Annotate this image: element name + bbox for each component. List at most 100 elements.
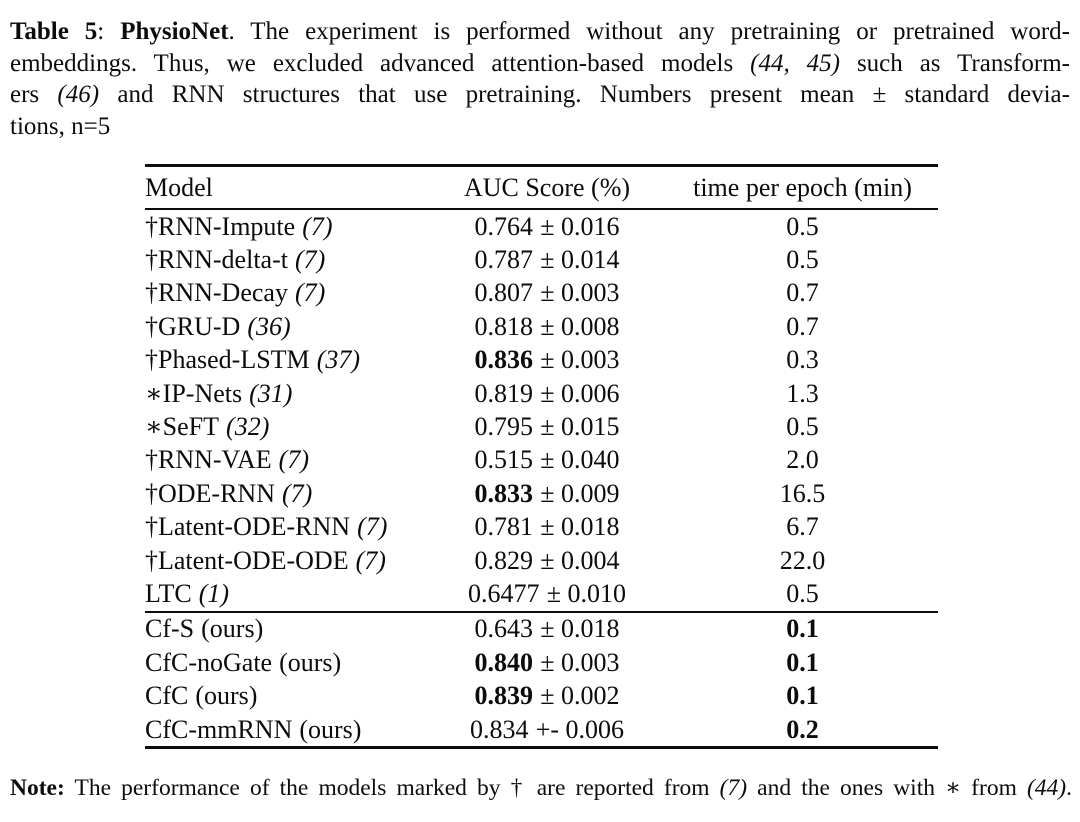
auc-mean: 0.818 [474, 311, 533, 341]
citation-text: (7) [719, 775, 748, 801]
model-name: †Latent-ODE-ODE [145, 545, 349, 575]
auc-std: ± 0.008 [540, 311, 620, 341]
table-row: CfC (ours) 0.839 ± 0.002 0.1 [145, 679, 938, 712]
model-cell: LTC (1) [145, 577, 427, 611]
model-name: LTC [145, 578, 192, 608]
auc-std: ± 0.018 [540, 512, 620, 542]
model-cell: †RNN-Impute (7) [145, 209, 427, 243]
citation-text: (46) [57, 81, 100, 108]
auc-mean: 0.807 [474, 278, 533, 308]
caption-line: ers (46) and RNN structures that use pre… [10, 79, 1070, 111]
model-citation: (7) [294, 278, 326, 308]
model-citation: (ours) [195, 681, 258, 711]
auc-std: ± 0.015 [540, 412, 620, 442]
table-caption: Table 5: PhysioNet. The experiment is pe… [10, 16, 1070, 142]
model-citation: (7) [294, 245, 326, 275]
model-name: †GRU-D [145, 311, 241, 341]
time-cell: 22.0 [779, 545, 826, 575]
model-cell: †Latent-ODE-RNN (7) [145, 511, 427, 544]
model-name: ∗IP-Nets [145, 378, 243, 408]
time-cell: 0.5 [786, 245, 819, 275]
model-name: †RNN-delta-t [145, 245, 288, 275]
auc-std: ± 0.010 [546, 578, 627, 608]
table-row: Cf-S (ours) 0.643 ± 0.018 0.1 [145, 610, 938, 647]
caption-line: tions, n=5 [10, 111, 1070, 143]
auc-cell: 0.764 ± 0.016 [427, 209, 667, 243]
text-segment: such as Transform- [840, 49, 1070, 77]
model-name: †RNN-Decay [145, 278, 288, 308]
model-name: †RNN-VAE [145, 445, 272, 475]
auc-mean: 0.829 [474, 545, 533, 575]
model-cell: CfC-noGate (ours) [145, 646, 427, 679]
auc-mean: 0.781 [474, 512, 533, 542]
model-name: CfC-mmRNN [145, 714, 293, 744]
caption-line: Table 5: PhysioNet. The experiment is pe… [10, 16, 1070, 48]
model-citation: (ours) [201, 614, 264, 644]
auc-mean: 0.833 [474, 478, 533, 508]
model-cell: ∗SeFT (32) [145, 410, 427, 443]
time-cell: 0.5 [786, 412, 819, 442]
bold-text: Note: [10, 775, 65, 801]
table-row: †RNN-VAE (7) 0.515 ± 0.040 2.0 [145, 444, 938, 477]
citation-text: (44, 45) [750, 49, 840, 77]
model-cell: †ODE-RNN (7) [145, 477, 427, 510]
time-cell: 2.0 [786, 445, 819, 475]
auc-std: ± 0.003 [540, 278, 620, 308]
auc-std: ± 0.009 [540, 478, 620, 508]
table-row: †ODE-RNN (7) 0.833 ± 0.009 16.5 [145, 477, 938, 510]
table-row: †RNN-delta-t (7) 0.787 ± 0.014 0.5 [145, 243, 938, 276]
auc-cell: 0.795 ± 0.015 [427, 410, 667, 443]
table-note: Note: The performance of the models mark… [10, 773, 1072, 804]
model-name: CfC [145, 681, 189, 711]
auc-std: ± 0.040 [540, 445, 620, 475]
model-citation: (37) [316, 345, 361, 375]
bold-text: Table 5 [10, 18, 98, 45]
time-cell: 0.1 [786, 681, 819, 711]
auc-mean: 0.515 [474, 445, 533, 475]
model-citation: (7) [302, 211, 333, 241]
model-cell: CfC-mmRNN (ours) [145, 713, 427, 748]
auc-mean: 0.834 [469, 714, 529, 744]
auc-cell: 0.840 ± 0.003 [427, 646, 667, 679]
auc-cell: 0.515 ± 0.040 [427, 444, 667, 477]
auc-std: ± 0.014 [540, 245, 620, 275]
time-cell: 1.3 [786, 378, 819, 408]
model-citation: (36) [247, 311, 291, 341]
bold-text: PhysioNet [120, 18, 229, 45]
time-cell: 16.5 [779, 478, 826, 508]
text-segment: tions, n=5 [10, 112, 111, 140]
auc-mean: 0.787 [474, 245, 533, 275]
model-citation: (ours) [279, 647, 342, 677]
column-header-model: Model [145, 165, 427, 210]
text-segment: embeddings. Thus, we excluded advanced a… [10, 49, 751, 77]
column-header-auc-score: AUC Score (%) [427, 165, 667, 210]
text-segment: : [97, 18, 121, 45]
auc-mean: 0.795 [474, 412, 533, 442]
model-name: †Phased-LSTM [145, 345, 310, 375]
model-citation: (7) [355, 545, 386, 575]
time-cell: 0.1 [667, 610, 938, 647]
auc-cell: 0.807 ± 0.003 [427, 277, 667, 310]
auc-cell: 0.833 ± 0.009 [427, 477, 667, 510]
auc-cell: 0.829 ± 0.004 [427, 544, 667, 577]
text-segment: and RNN structures that use pretraining.… [99, 81, 1070, 108]
auc-cell: 0.839 ± 0.002 [427, 679, 667, 712]
auc-std: ± 0.018 [540, 614, 620, 644]
text-segment: ers [10, 81, 58, 108]
model-citation: (7) [357, 512, 388, 542]
auc-std: ± 0.003 [540, 345, 620, 375]
table-row: CfC-mmRNN (ours) 0.834 +- 0.006 0.2 [145, 713, 938, 748]
auc-cell: 0.643 ± 0.018 [427, 610, 667, 647]
model-name: ∗SeFT [145, 412, 220, 442]
auc-cell: 0.836 ± 0.003 [427, 344, 667, 377]
table-row: †Latent-ODE-ODE (7) 0.829 ± 0.004 22.0 [145, 544, 938, 577]
table-row: †RNN-Decay (7) 0.807 ± 0.003 0.7 [145, 277, 938, 310]
auc-mean: 0.836 [474, 345, 533, 375]
time-cell: 0.5 [786, 578, 819, 608]
auc-mean: 0.819 [474, 378, 533, 408]
model-cell: CfC (ours) [145, 679, 427, 712]
results-table: Model AUC Score (%) time per epoch (min)… [145, 164, 938, 750]
table-row: †GRU-D (36) 0.818 ± 0.008 0.7 [145, 310, 938, 343]
time-cell: 0.7 [786, 278, 819, 308]
table-row: †Latent-ODE-RNN (7) 0.781 ± 0.018 6.7 [145, 511, 938, 544]
